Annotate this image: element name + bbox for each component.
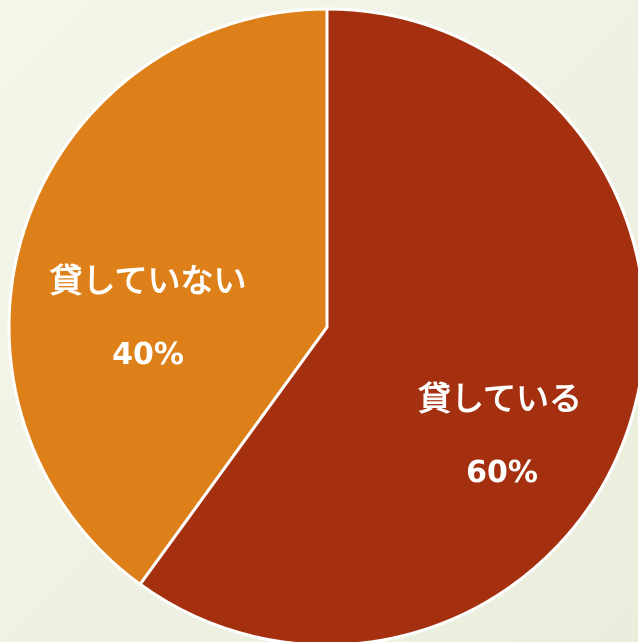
pie-slice-1: [138, 7, 638, 642]
slice-value-1: 60%: [466, 455, 538, 490]
slice-value-2: 40%: [112, 337, 184, 372]
slice-label-1: 貸している: [417, 379, 582, 418]
pie-labels: 貸している 60% 貸していない 40%: [48, 261, 582, 490]
pie-slices: [7, 7, 638, 642]
slice-label-2: 貸していない: [48, 261, 246, 300]
pie-slice-2: [7, 7, 329, 586]
